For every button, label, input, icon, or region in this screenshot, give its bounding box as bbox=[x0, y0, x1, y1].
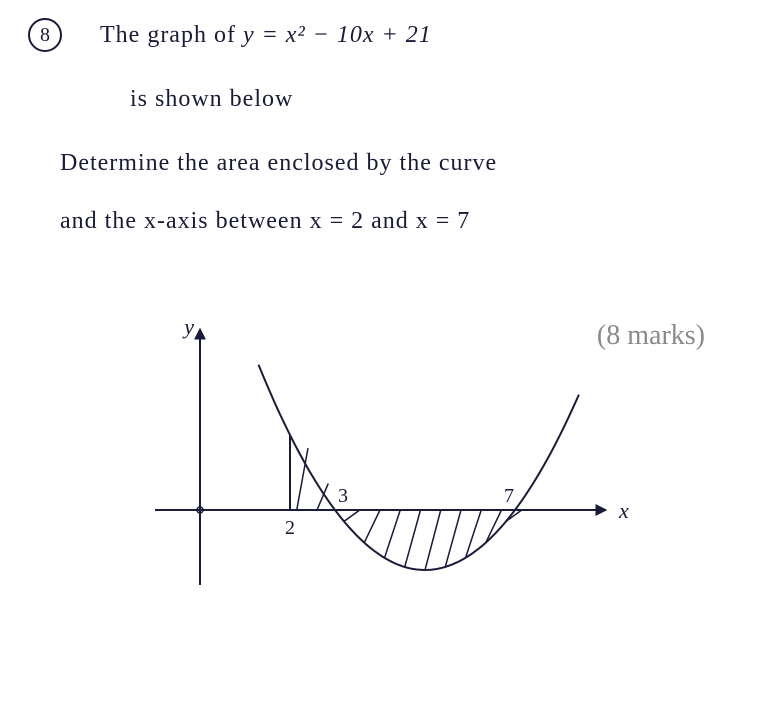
x-tick-label: 3 bbox=[338, 485, 348, 507]
hatch-line bbox=[385, 510, 401, 558]
graph-container: y x 2 3 7 bbox=[120, 300, 640, 680]
question-number: 8 bbox=[28, 18, 62, 52]
x-tick-label: 2 bbox=[285, 517, 295, 539]
hatch-line bbox=[425, 510, 441, 570]
prompt-line-3: Determine the area enclosed by the curve bbox=[60, 150, 497, 177]
y-axis-label: y bbox=[182, 314, 194, 339]
parabola-curve bbox=[259, 365, 579, 570]
x-tick-label: 7 bbox=[504, 485, 514, 507]
x-axis-label: x bbox=[618, 498, 629, 523]
hatch-line bbox=[405, 510, 421, 567]
prompt-line-2: is shown below bbox=[130, 86, 293, 113]
prompt-line-1: The graph of y = x² − 10x + 21 bbox=[100, 22, 432, 49]
page: 8 The graph of y = x² − 10x + 21 is show… bbox=[0, 0, 765, 718]
equation: y = x² − 10x + 21 bbox=[243, 22, 432, 48]
question-number-text: 8 bbox=[40, 24, 50, 47]
hatch-line bbox=[486, 510, 502, 543]
hatch-line bbox=[445, 510, 461, 567]
prompt-line-4: and the x-axis between x = 2 and x = 7 bbox=[60, 208, 470, 235]
hatch-line bbox=[364, 510, 380, 543]
hatch-line bbox=[344, 510, 360, 521]
question-number-circle: 8 bbox=[28, 18, 62, 52]
graph-svg: y x 2 3 7 bbox=[120, 300, 640, 680]
hatch-line bbox=[466, 510, 482, 558]
prompt-line-1-pre: The graph of bbox=[100, 22, 243, 48]
